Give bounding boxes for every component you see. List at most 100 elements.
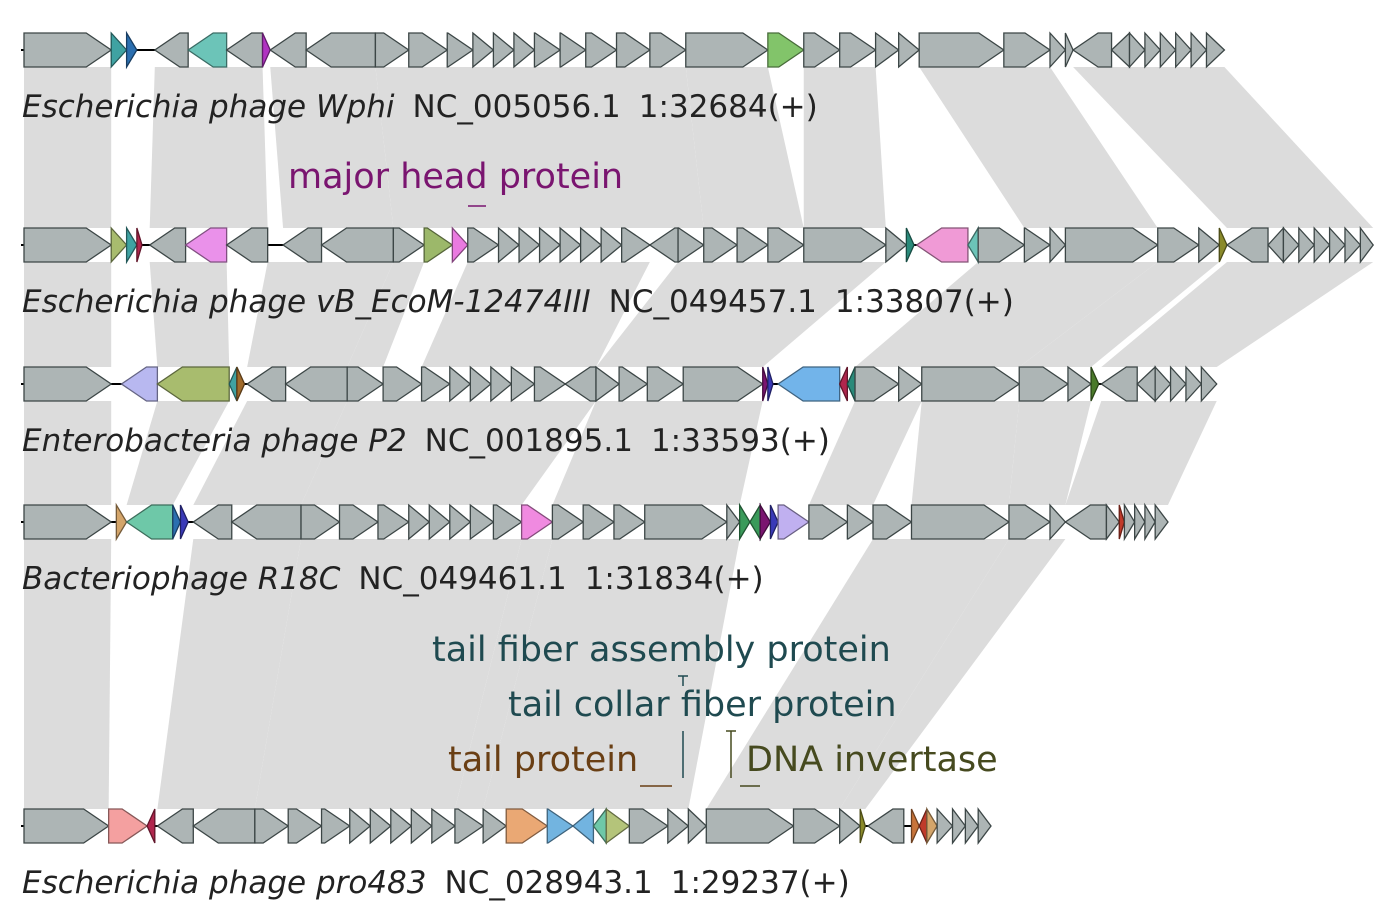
gene-arrow — [605, 807, 631, 845]
gene-annotation: tail collar fiber protein — [508, 685, 897, 778]
gene-arrow — [136, 227, 143, 263]
gene-arrow — [110, 226, 128, 264]
gene-arrow — [1298, 226, 1316, 264]
organism-name: Escherichia phage vB_EcoM-12474III — [22, 284, 591, 320]
gene-arrow — [408, 32, 449, 68]
gene-arrow — [115, 502, 128, 542]
gene-arrow — [451, 226, 469, 264]
gene-arrow — [446, 32, 475, 68]
homology-link — [149, 67, 268, 228]
gene-arrow — [230, 504, 302, 540]
gene-arrow — [533, 366, 567, 402]
gene-annotation: DNA invertase — [726, 730, 998, 787]
homology-link — [1101, 262, 1374, 367]
homology-link — [911, 401, 1020, 505]
homology-link — [301, 401, 596, 505]
gene-arrow — [467, 227, 500, 263]
genome-track: Escherichia phage pro483 NC_028943.1 1:292… — [21, 806, 992, 901]
gene-arrow — [269, 32, 307, 68]
gene-arrow — [767, 366, 774, 402]
gene-arrow — [1198, 226, 1221, 264]
gene-arrow — [762, 366, 769, 402]
gene-arrow — [423, 227, 454, 263]
homology-link — [347, 262, 425, 367]
gene-arrow — [1154, 365, 1172, 403]
gene-arrow — [187, 32, 228, 68]
gene-arrow — [1110, 31, 1131, 69]
gene-arrow — [510, 365, 536, 403]
gene-arrow — [564, 366, 597, 402]
genome-label: Escherichia phage pro483 NC_028943.1 1:292… — [22, 865, 850, 901]
gene-arrow — [1218, 227, 1228, 263]
gene-arrow — [377, 504, 410, 540]
gene-arrow — [184, 227, 228, 263]
gene-arrow — [156, 808, 194, 844]
gene-arrow — [1049, 503, 1067, 541]
gene-arrow — [518, 226, 541, 264]
gene-arrow — [125, 225, 138, 265]
gene-annotation: major head protein — [288, 157, 623, 207]
gene-arrow — [705, 808, 795, 844]
gene-arrow — [1008, 504, 1052, 540]
accession-number: NC_001895.1 — [425, 423, 633, 459]
gene-arrow — [808, 504, 849, 540]
gene-arrow — [148, 227, 187, 263]
gene-arrow — [936, 807, 954, 845]
gene-arrow — [898, 31, 921, 69]
gene-arrow — [192, 808, 256, 844]
gene-arrow — [454, 808, 485, 844]
gene-arrow — [284, 366, 348, 402]
gene-arrow — [703, 227, 739, 263]
homology-link — [1019, 262, 1220, 367]
gene-arrow — [320, 808, 351, 844]
gene-arrow — [1128, 31, 1146, 69]
gene-arrow — [492, 504, 523, 540]
gene-arrow — [579, 226, 603, 264]
homology-link — [421, 262, 650, 367]
gene-arrow — [281, 227, 323, 263]
gene-arrow — [964, 807, 979, 845]
gene-arrow — [682, 366, 764, 402]
gene-arrow — [613, 504, 646, 540]
gene-arrow — [921, 366, 1021, 402]
gene-arrow — [646, 366, 685, 402]
homology-link — [803, 67, 886, 228]
gene-arrow — [431, 807, 457, 845]
gene-arrow — [449, 365, 472, 403]
gene-arrow — [592, 807, 607, 845]
annotation-text: tail collar fiber protein — [508, 685, 897, 725]
gene-arrow — [538, 226, 562, 264]
gene-arrow — [839, 807, 862, 845]
gene-arrow — [905, 227, 915, 263]
gene-arrow — [513, 31, 536, 69]
homology-link — [706, 539, 1009, 809]
homology-link — [919, 67, 1158, 228]
region-range: 1:32684(+) — [639, 89, 818, 125]
gene-arrow — [559, 226, 582, 264]
genome-track: Escherichia phage vB_EcoM-12474III NC_049… — [21, 225, 1375, 320]
homology-link — [149, 262, 230, 367]
gene-arrow — [967, 225, 979, 265]
gene-arrow — [1064, 504, 1108, 540]
gene-arrow — [1064, 32, 1074, 68]
gene-arrow — [428, 503, 451, 541]
gene-arrow — [408, 503, 431, 541]
gene-arrow — [1144, 31, 1162, 69]
homology-links — [24, 67, 1374, 809]
gene-arrow — [1144, 502, 1156, 542]
gene-arrow — [225, 227, 269, 263]
genome-track: Enterobacteria phage P2 NC_001895.1 1:3359… — [21, 365, 1218, 459]
gene-arrow — [1100, 366, 1138, 402]
gene-arrow — [854, 366, 900, 402]
gene-arrow — [23, 366, 113, 402]
gene-arrow — [346, 366, 385, 402]
gene-arrow — [600, 226, 623, 264]
gene-arrow — [1118, 504, 1126, 540]
homology-link — [808, 401, 922, 505]
gene-arrow — [1136, 365, 1156, 403]
gene-arrow — [546, 808, 575, 844]
gene-annotation: tail protein — [448, 740, 672, 787]
homology-link — [552, 401, 763, 505]
gene-arrow — [910, 504, 1011, 540]
region-range: 1:29237(+) — [671, 865, 850, 901]
